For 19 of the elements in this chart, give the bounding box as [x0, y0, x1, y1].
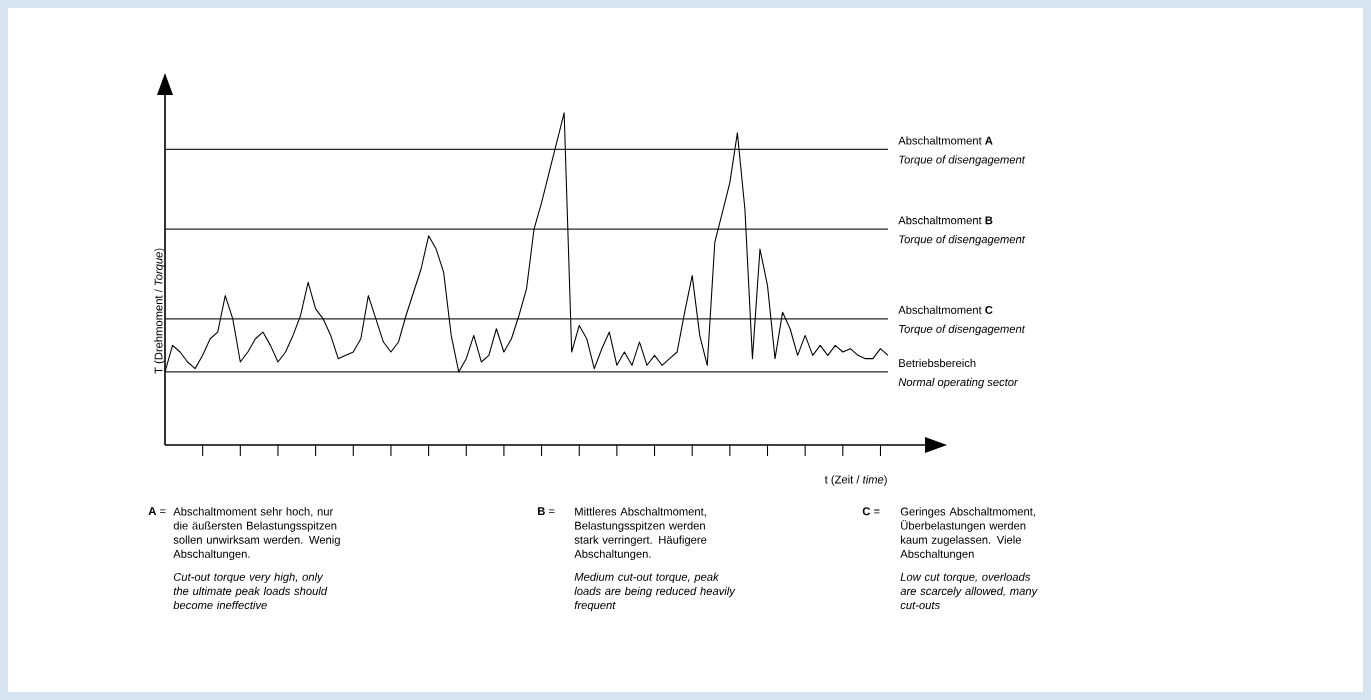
ref-line-label: Betriebsbereich — [899, 358, 976, 368]
text: B = — [538, 507, 555, 515]
text: C = — [862, 507, 880, 516]
text: Abschaltmoment sehr hoch, nur die äußersten Belastungsspitzen sollen unwirksam werden. Wenig Abschaltungen. — [173, 507, 340, 561]
text: Torque of disengagement — [899, 235, 1026, 246]
text: Torque of disengagement — [899, 324, 1026, 336]
text: Geringes Abschaltmoment, Überbelastungen werden kaum zugelassen. Viele Abschaltungen — [900, 507, 1035, 561]
text: Medium cut-out torque, peak loads are being reduced heavily frequent — [574, 572, 736, 612]
ref-line-label: Abschaltmoment B — [898, 216, 993, 225]
text: Torque of disengagement — [899, 155, 1026, 166]
text: Cut-out torque very high, only the ultimate peak loads should become ineffective — [173, 572, 328, 610]
ref-line-label: Abschaltmoment C — [898, 305, 993, 314]
text: Low cut torque, overloads are scarcely allowed, many cut-outs — [900, 572, 1038, 610]
x-axis-title: t (Zeit / time) — [824, 475, 887, 486]
text: Normal operating sector — [898, 377, 1019, 389]
y-axis-title: T (Drehmoment / Torque) — [154, 248, 165, 374]
text: A = — [148, 507, 166, 515]
ref-line-label: Abschaltmoment A — [898, 136, 993, 145]
text: Mittleres Abschaltmoment, Belastungsspitzen werden stark verringert. Häufigere Abschaltungen. — [574, 507, 707, 561]
